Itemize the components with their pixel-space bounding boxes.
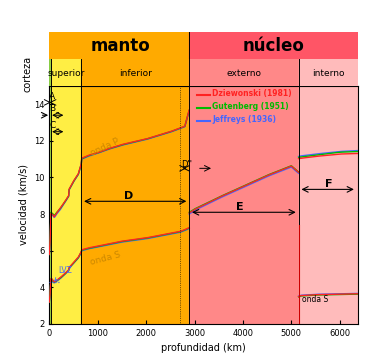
Text: Dziewonski (1981): Dziewonski (1981) [212, 89, 292, 98]
Text: Gutenberg (1951): Gutenberg (1951) [212, 102, 289, 111]
X-axis label: profundidad (km): profundidad (km) [161, 343, 246, 353]
Bar [189, 86, 299, 324]
Bar [299, 59, 358, 86]
Text: superior: superior [47, 69, 85, 78]
Text: inferior: inferior [119, 69, 151, 78]
Bar [81, 59, 189, 86]
Bar [49, 59, 51, 86]
Y-axis label: velocidad (km/s): velocidad (km/s) [18, 164, 28, 246]
Bar [299, 86, 358, 324]
Text: F: F [325, 179, 333, 189]
Text: núcleo: núcleo [242, 37, 304, 55]
Text: interno: interno [312, 69, 345, 78]
Text: D'': D'' [181, 160, 192, 169]
Text: Jeffreys (1936): Jeffreys (1936) [212, 115, 276, 124]
Text: onda P: onda P [89, 136, 121, 158]
Text: E: E [236, 202, 243, 212]
Bar [51, 59, 81, 86]
Bar [49, 32, 189, 59]
Text: onda S: onda S [302, 295, 328, 304]
Text: corteza: corteza [22, 55, 32, 92]
Text: externo: externo [226, 69, 261, 78]
Text: onda S: onda S [89, 251, 122, 267]
Text: A: A [49, 92, 55, 101]
Text: manto: manto [90, 37, 150, 55]
Text: C: C [49, 121, 55, 130]
Bar [189, 59, 299, 86]
Bar [49, 86, 51, 324]
Bar [51, 86, 81, 324]
Text: D: D [124, 190, 134, 200]
Bar [81, 86, 189, 324]
Bar [189, 32, 358, 59]
Text: B: B [49, 105, 55, 113]
Text: LVZ: LVZ [55, 266, 72, 281]
